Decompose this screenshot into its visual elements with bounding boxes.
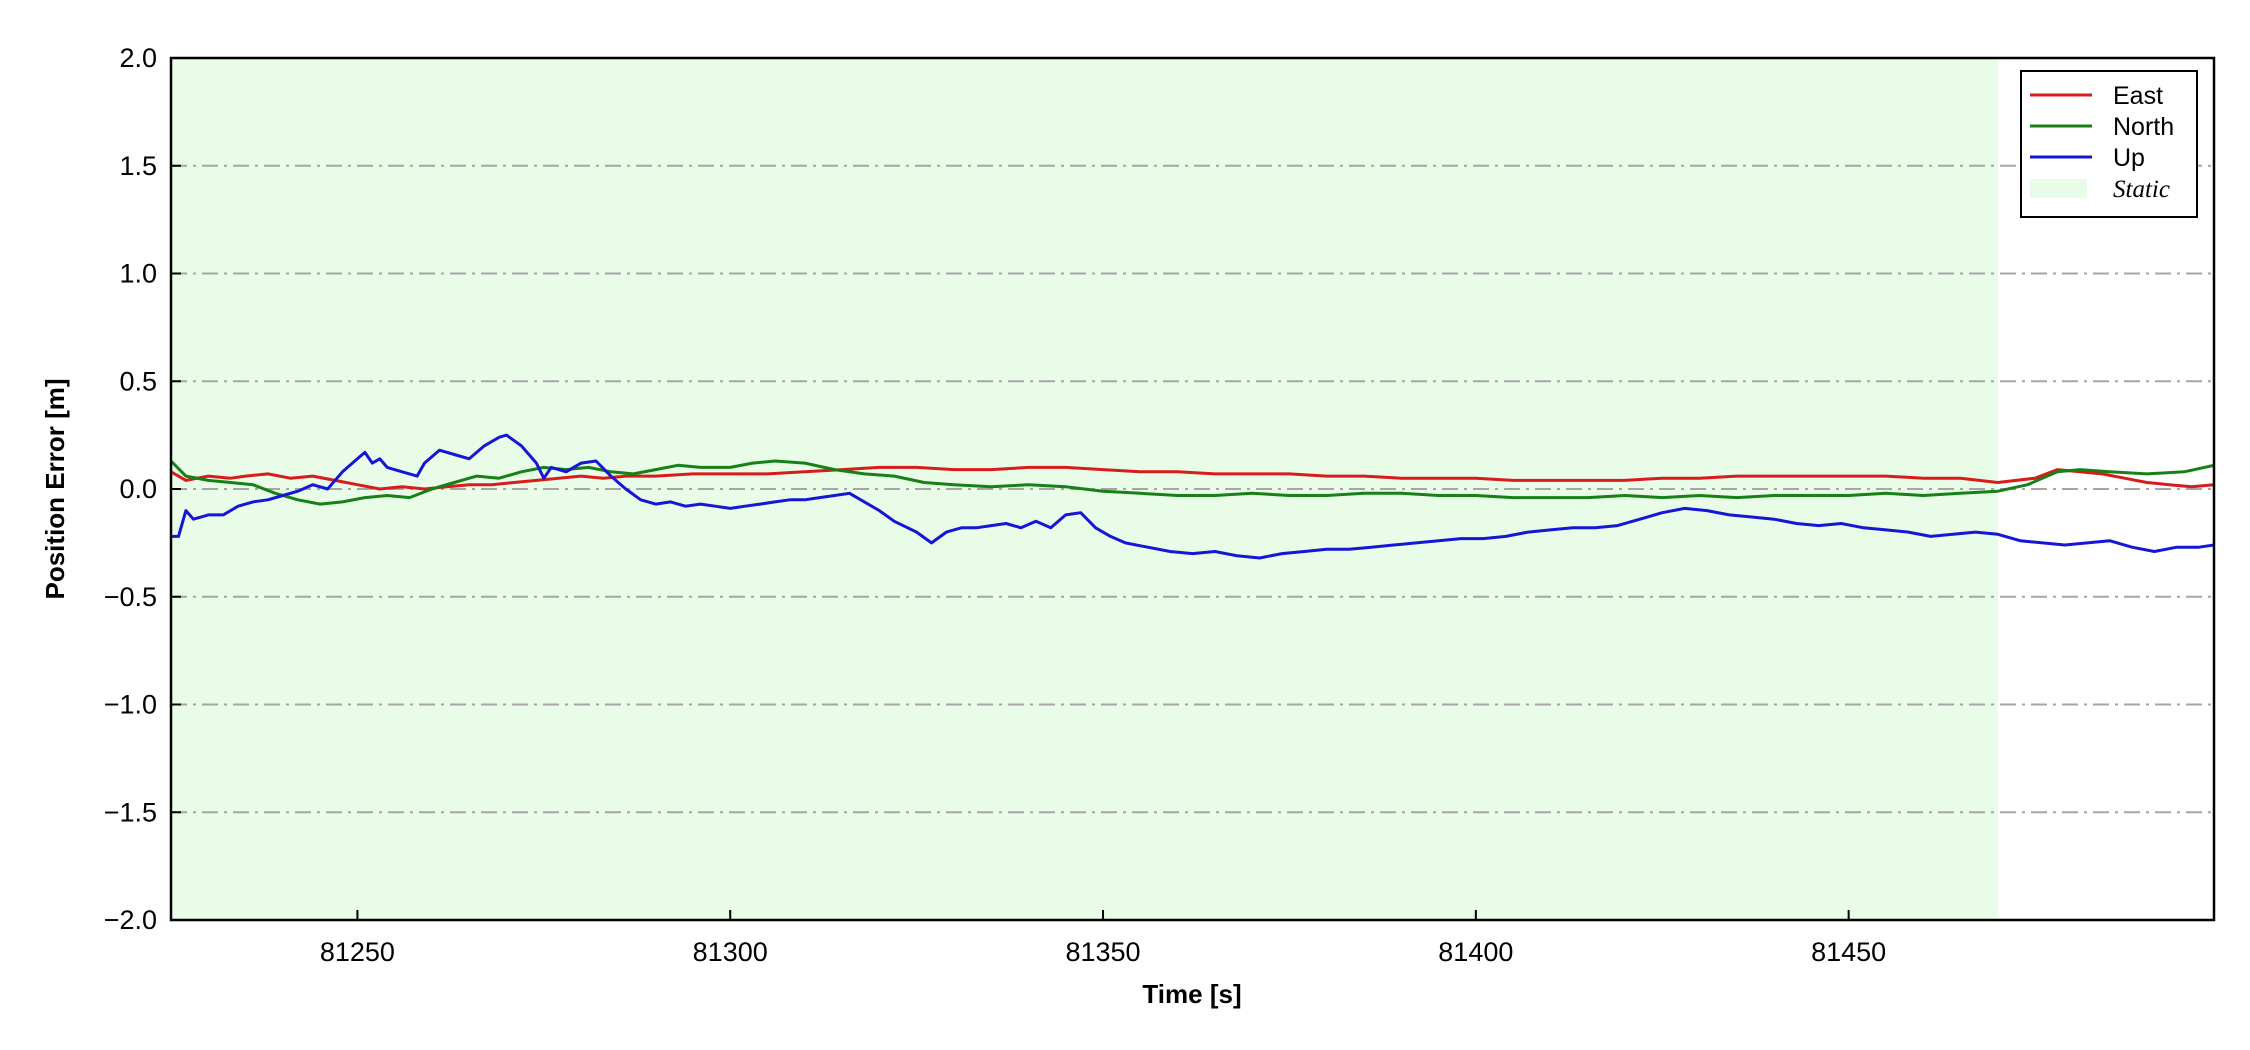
y-tick-label: −2.0 xyxy=(104,905,157,935)
x-tick-label: 81400 xyxy=(1438,937,1513,967)
y-tick-label: 1.0 xyxy=(119,259,157,289)
x-axis-title: Time [s] xyxy=(1142,979,1241,1009)
series-line-north xyxy=(171,459,2214,506)
legend-east-label: East xyxy=(2113,82,2163,110)
legend-up-label: Up xyxy=(2113,144,2145,172)
y-tick-label: 0.5 xyxy=(119,366,157,396)
legend-static-swatch xyxy=(2030,179,2087,198)
y-tick-label: 0.0 xyxy=(119,474,157,504)
legend: East North Up Static xyxy=(2020,70,2198,218)
legend-static-label: Static xyxy=(2113,176,2170,203)
x-tick-label: 81250 xyxy=(320,937,395,967)
legend-north-label: North xyxy=(2113,113,2174,141)
x-tick-label: 81350 xyxy=(1065,937,1140,967)
y-tick-label: −1.5 xyxy=(104,797,157,827)
x-tick-label: 81300 xyxy=(693,937,768,967)
y-tick-label: 1.5 xyxy=(119,151,157,181)
x-tick-label: 81450 xyxy=(1811,937,1886,967)
y-axis-title: Position Error [m] xyxy=(40,378,70,599)
y-tick-label: −0.5 xyxy=(104,582,157,612)
series-line-up xyxy=(171,433,2214,560)
series-line-east xyxy=(171,465,2214,491)
y-tick-label: −1.0 xyxy=(104,690,157,720)
y-tick-label: 2.0 xyxy=(119,43,157,73)
